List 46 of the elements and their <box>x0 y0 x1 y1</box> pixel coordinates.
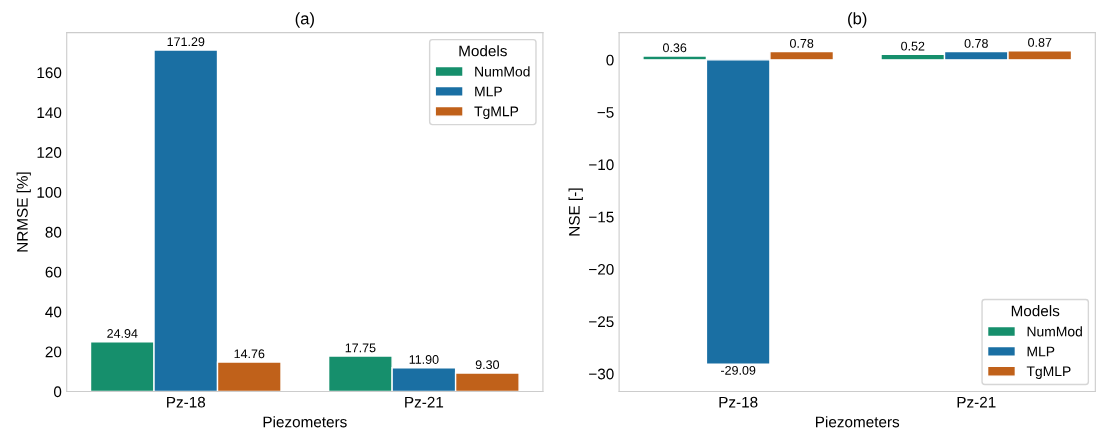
legend-label: TgMLP <box>474 106 519 120</box>
y-tick-label: −10 <box>589 159 614 171</box>
y-tick-label: 80 <box>45 226 62 238</box>
y-tick-label: −20 <box>589 263 614 275</box>
y-tick-label: 20 <box>45 346 62 358</box>
y-tick-label: 60 <box>45 266 62 278</box>
data-label: 0.78 <box>789 38 814 48</box>
data-label: 14.76 <box>234 349 265 359</box>
x-axis-title: Piezometers <box>263 416 347 428</box>
legend-title: Models <box>459 45 507 57</box>
data-label: 24.94 <box>107 329 138 338</box>
data-label: 171.29 <box>167 37 205 47</box>
data-label: -29.09 <box>721 365 756 375</box>
x-tick-label: Pz-21 <box>957 396 996 408</box>
y-axis-title: NRMSE [%] <box>16 172 31 252</box>
y-tick-label: 0 <box>606 54 614 66</box>
y-tick-label: 120 <box>37 147 62 158</box>
legend-label: NumMod <box>475 66 530 77</box>
y-tick-label: 40 <box>45 306 62 318</box>
data-label: 0.52 <box>901 41 925 51</box>
data-label: 17.75 <box>345 343 376 353</box>
x-tick-label: Pz-21 <box>405 396 444 408</box>
x-axis-title: Piezometers <box>816 416 900 428</box>
y-axis-title: NSE [-] <box>568 188 583 236</box>
y-tick-label: −5 <box>597 107 614 118</box>
legend-label: MLP <box>475 86 502 97</box>
legend-label: NumMod <box>1027 326 1082 337</box>
y-tick-label: 100 <box>37 186 62 198</box>
y-tick-label: −15 <box>589 211 614 223</box>
data-label: 0.36 <box>663 43 687 53</box>
data-label: 0.78 <box>964 38 988 48</box>
y-tick-label: −25 <box>589 316 614 328</box>
x-tick-label: Pz-18 <box>719 396 758 408</box>
chart-title: (a) <box>295 12 314 28</box>
legend-label: MLP <box>1027 346 1055 357</box>
data-label: 11.90 <box>409 355 439 364</box>
y-tick-label: 140 <box>37 107 62 119</box>
data-label: 9.30 <box>475 360 500 370</box>
y-tick-label: 0 <box>53 386 62 398</box>
x-tick-label: Pz-18 <box>167 396 206 408</box>
legend-title: Models <box>1011 305 1060 317</box>
y-tick-label: 160 <box>37 67 62 79</box>
chart-title: (b) <box>848 12 867 28</box>
y-tick-label: −30 <box>589 368 614 380</box>
legend-label: TgMLP <box>1026 366 1071 379</box>
data-label: 0.87 <box>1028 38 1052 47</box>
